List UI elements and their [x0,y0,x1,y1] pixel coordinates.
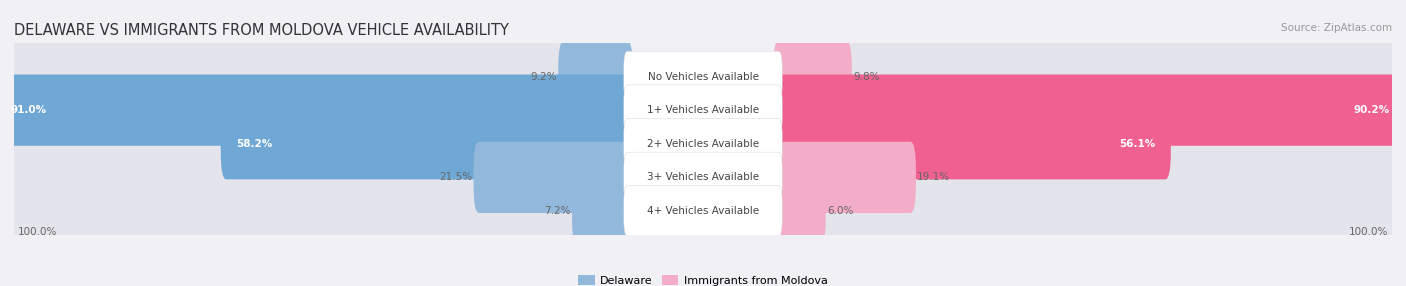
Text: No Vehicles Available: No Vehicles Available [648,72,758,82]
Text: 1+ Vehicles Available: 1+ Vehicles Available [647,105,759,115]
FancyBboxPatch shape [624,186,782,236]
Text: 4+ Vehicles Available: 4+ Vehicles Available [647,206,759,216]
FancyBboxPatch shape [14,127,1392,160]
Text: 90.2%: 90.2% [1354,105,1391,115]
FancyBboxPatch shape [14,60,1392,93]
Text: 21.5%: 21.5% [439,172,472,182]
FancyBboxPatch shape [8,142,633,213]
Text: 100.0%: 100.0% [1350,227,1389,237]
Text: 9.8%: 9.8% [853,72,880,82]
FancyBboxPatch shape [773,142,915,213]
FancyBboxPatch shape [773,41,1398,112]
FancyBboxPatch shape [624,51,782,102]
FancyBboxPatch shape [773,175,1398,247]
FancyBboxPatch shape [8,108,633,179]
FancyBboxPatch shape [624,85,782,135]
FancyBboxPatch shape [572,175,633,247]
Text: 9.2%: 9.2% [530,72,557,82]
FancyBboxPatch shape [773,74,1398,146]
FancyBboxPatch shape [14,160,1392,194]
Text: Source: ZipAtlas.com: Source: ZipAtlas.com [1281,23,1392,33]
Text: 2+ Vehicles Available: 2+ Vehicles Available [647,139,759,149]
FancyBboxPatch shape [558,41,633,112]
FancyBboxPatch shape [773,74,1406,146]
FancyBboxPatch shape [221,108,633,179]
Text: 100.0%: 100.0% [17,227,56,237]
FancyBboxPatch shape [14,194,1392,228]
FancyBboxPatch shape [773,108,1171,179]
FancyBboxPatch shape [14,93,1392,127]
FancyBboxPatch shape [773,41,852,112]
Text: 19.1%: 19.1% [917,172,950,182]
Text: DELAWARE VS IMMIGRANTS FROM MOLDOVA VEHICLE AVAILABILITY: DELAWARE VS IMMIGRANTS FROM MOLDOVA VEHI… [14,23,509,38]
Text: 6.0%: 6.0% [827,206,853,216]
Text: 7.2%: 7.2% [544,206,571,216]
Text: 58.2%: 58.2% [236,139,273,149]
FancyBboxPatch shape [0,74,633,146]
FancyBboxPatch shape [8,175,633,247]
FancyBboxPatch shape [773,142,1398,213]
FancyBboxPatch shape [8,74,633,146]
FancyBboxPatch shape [773,108,1398,179]
Legend: Delaware, Immigrants from Moldova: Delaware, Immigrants from Moldova [574,271,832,286]
Text: 3+ Vehicles Available: 3+ Vehicles Available [647,172,759,182]
FancyBboxPatch shape [624,118,782,169]
Text: 91.0%: 91.0% [11,105,46,115]
FancyBboxPatch shape [474,142,633,213]
Text: 56.1%: 56.1% [1119,139,1154,149]
FancyBboxPatch shape [8,41,633,112]
FancyBboxPatch shape [773,175,825,247]
FancyBboxPatch shape [624,152,782,202]
